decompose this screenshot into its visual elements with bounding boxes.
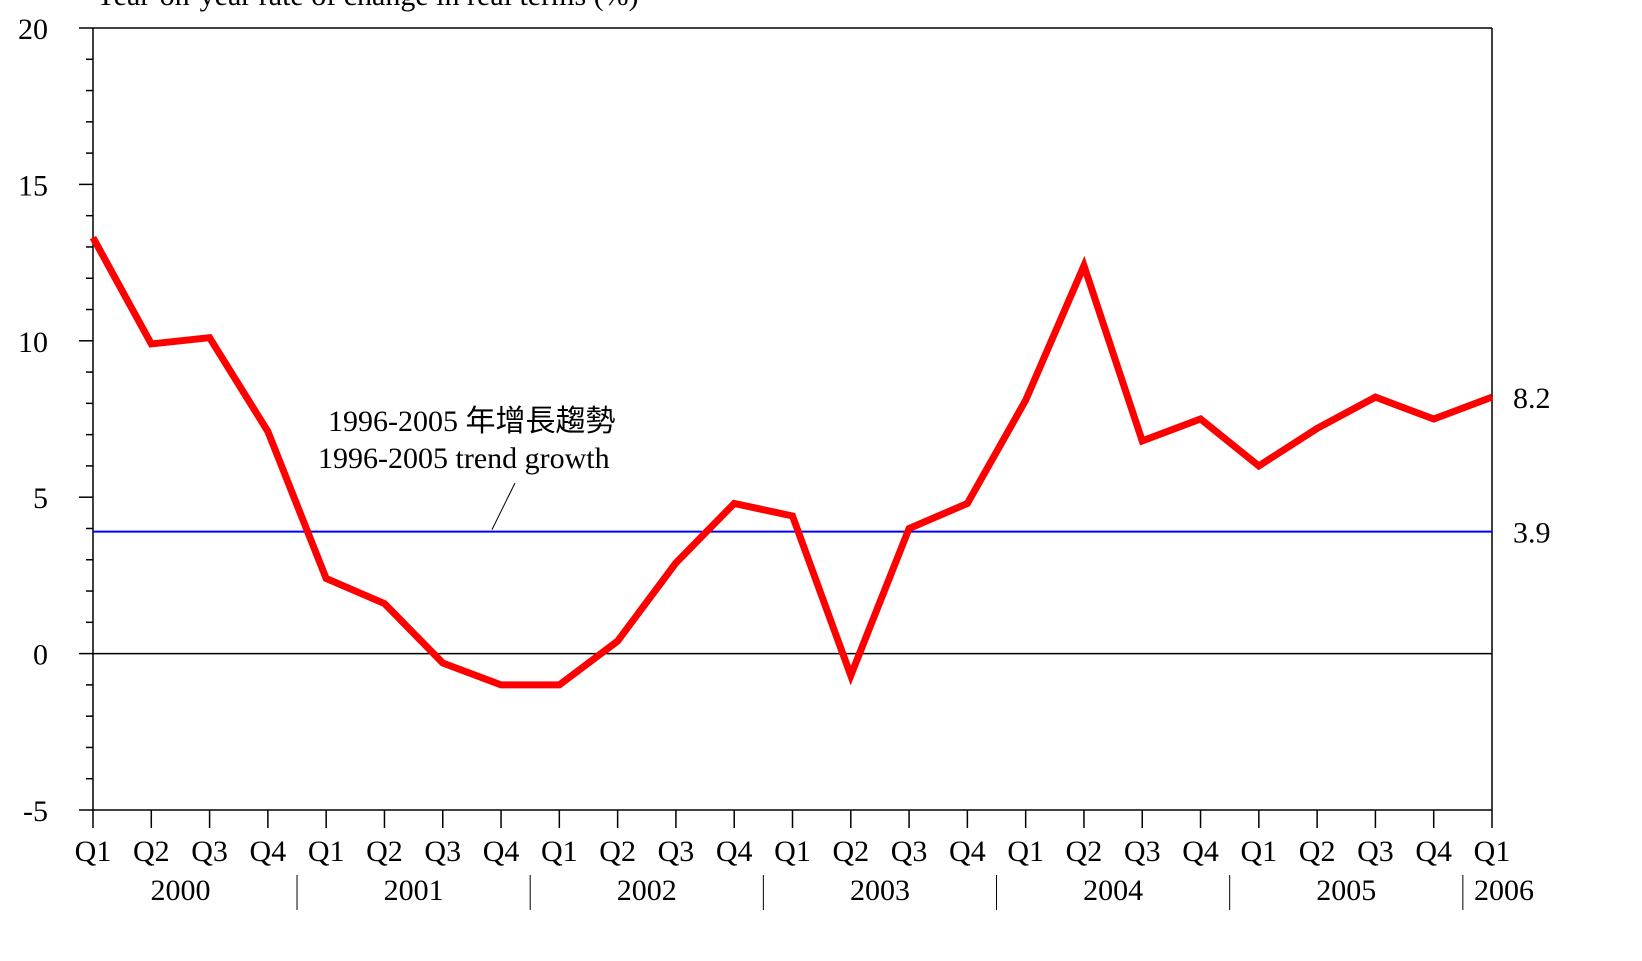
x-tick-label: Q4: [949, 835, 986, 868]
annotation-leader: [491, 482, 516, 530]
year-label: 2005: [1316, 874, 1376, 907]
y-tick-label: 15: [18, 169, 48, 202]
trend-annotation-en: 1996-2005 trend growth: [318, 442, 610, 475]
x-tick-label: Q4: [716, 835, 753, 868]
x-tick-label: Q3: [191, 835, 228, 868]
year-label: 2001: [384, 874, 444, 907]
chart-title: Year-on-year rate of change in real term…: [95, 0, 639, 12]
x-tick-label: Q3: [424, 835, 461, 868]
x-tick-label: Q1: [1240, 835, 1277, 868]
x-tick-label: Q4: [1182, 835, 1219, 868]
x-tick-label: Q1: [1474, 835, 1511, 868]
trend-value-label: 3.9: [1513, 517, 1551, 550]
end-value-label: 8.2: [1513, 382, 1551, 415]
y-tick-label: 20: [18, 13, 48, 46]
x-tick-label: Q4: [483, 835, 520, 868]
x-tick-label: Q1: [1007, 835, 1044, 868]
x-tick-label: Q2: [832, 835, 869, 868]
trend-annotation-zh: 1996-2005 年增長趨勢: [328, 405, 616, 438]
year-label: 2006: [1474, 874, 1534, 907]
series-line: [89, 235, 1494, 689]
y-tick-label: 0: [33, 639, 48, 672]
x-tick-label: Q1: [774, 835, 811, 868]
x-tick-label: Q2: [1066, 835, 1103, 868]
x-tick-label: Q1: [541, 835, 578, 868]
year-label: 2003: [850, 874, 910, 907]
x-tick-label: Q3: [891, 835, 928, 868]
x-tick-label: Q2: [599, 835, 636, 868]
year-label: 2002: [617, 874, 677, 907]
x-tick-label: Q1: [75, 835, 112, 868]
year-label: 2000: [150, 874, 210, 907]
x-tick-label: Q3: [658, 835, 695, 868]
x-tick-label: Q3: [1357, 835, 1394, 868]
x-tick-label: Q2: [1299, 835, 1336, 868]
x-tick-label: Q4: [1415, 835, 1452, 868]
x-tick-label: Q3: [1124, 835, 1161, 868]
x-tick-label: Q1: [308, 835, 345, 868]
y-tick-label: 10: [18, 326, 48, 359]
y-tick-label: -5: [23, 795, 48, 828]
y-tick-label: 5: [33, 482, 48, 515]
x-tick-label: Q4: [250, 835, 287, 868]
x-tick-label: Q2: [133, 835, 170, 868]
x-tick-label: Q2: [366, 835, 403, 868]
year-label: 2004: [1083, 874, 1143, 907]
